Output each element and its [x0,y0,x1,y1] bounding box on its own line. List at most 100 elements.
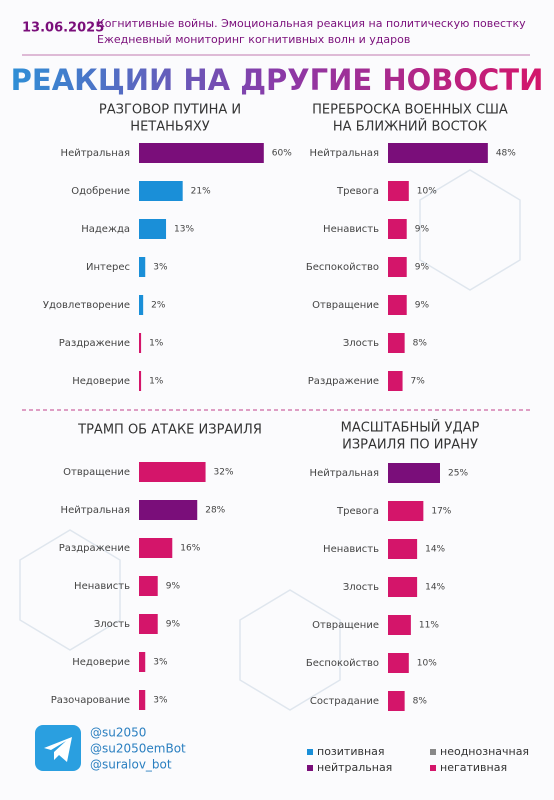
chart-title: ИЗРАИЛЯ ПО ИРАНУ [342,438,478,453]
value-label: 9% [166,620,181,630]
legend-swatch [430,765,436,771]
category-label: Раздражение [308,376,379,387]
legend-swatch [307,765,313,771]
value-label: 14% [425,583,445,593]
handle: @suralov_bot [90,758,172,772]
chart-title: ПЕРЕБРОСКА ВОЕННЫХ США [312,103,508,118]
category-label: Ненависть [323,224,379,235]
legend-label: негативная [440,761,507,774]
category-label: Злость [94,619,130,630]
bar [139,614,158,634]
bar [388,501,424,521]
bar [139,462,206,482]
bar [139,143,264,163]
value-label: 32% [214,468,234,478]
value-label: 1% [149,339,164,349]
value-label: 21% [191,187,211,197]
bar [388,333,405,353]
value-label: 1% [149,377,164,387]
handle: @su2050 [90,726,146,740]
value-label: 25% [448,469,468,479]
chart-title: МАСШТАБНЫЙ УДАР [341,420,480,436]
bar [388,577,418,597]
value-label: 3% [153,696,168,706]
category-label: Удовлетворение [43,300,130,311]
main-title: РЕАКЦИИ НА ДРУГИЕ НОВОСТИ [11,63,544,97]
chart-title: ТРАМП ОБ АТАКЕ ИЗРАИЛЯ [77,423,262,438]
category-label: Раздражение [59,338,130,349]
bar [388,371,403,391]
value-label: 60% [272,149,292,159]
bar [388,463,440,483]
chart-title: НА БЛИЖНИЙ ВОСТОК [333,119,487,135]
value-label: 17% [431,507,451,517]
category-label: Недоверие [72,376,130,387]
subtitle: Когнитивные войны. Эмоциональная реакция… [97,17,526,30]
bar [139,333,142,353]
bar [139,538,173,558]
bar [139,257,146,277]
bar [139,690,146,710]
bar [388,181,409,201]
bar [139,219,167,239]
bar [139,295,144,315]
value-label: 2% [151,301,166,311]
category-label: Нейтральная [310,468,379,479]
value-label: 7% [411,377,426,387]
category-label: Разочарование [51,695,130,706]
date: 13.06.2025 [22,21,104,36]
value-label: 3% [153,658,168,668]
category-label: Беспокойство [306,262,379,273]
telegram-plane [44,737,72,762]
bar [139,500,198,520]
subtitle: Ежедневный мониторинг когнитивных волн и… [97,33,410,46]
chart-title: НЕТАНЬЯХУ [130,120,209,135]
category-label: Тревога [336,186,379,197]
telegram-icon [35,725,81,771]
value-label: 9% [415,263,430,273]
value-label: 10% [417,187,437,197]
category-label: Злость [343,582,379,593]
value-label: 28% [205,506,225,516]
value-label: 16% [180,544,200,554]
chart-title: РАЗГОВОР ПУТИНА И [99,103,241,118]
category-label: Тревога [336,506,379,517]
bar [388,219,407,239]
bar [139,652,146,672]
value-label: 14% [425,545,445,555]
category-label: Отвращение [63,467,130,478]
value-label: 9% [415,301,430,311]
value-label: 11% [419,621,439,631]
category-label: Отвращение [312,300,379,311]
value-label: 10% [417,659,437,669]
category-label: Надежда [81,224,130,235]
bar [139,371,142,391]
category-label: Нейтральная [61,505,130,516]
bar [388,539,418,559]
category-label: Сострадание [310,696,379,707]
value-label: 8% [413,697,428,707]
legend-swatch [307,749,313,755]
category-label: Одобрение [71,186,130,197]
bar [388,143,488,163]
category-label: Интерес [86,262,130,273]
legend-swatch [430,749,436,755]
legend-label: позитивная [317,745,385,758]
legend-label: нейтральная [317,761,392,774]
category-label: Раздражение [59,543,130,554]
bar [139,181,183,201]
bar [139,576,158,596]
handle: @su2050emBot [90,742,186,756]
bar [388,615,411,635]
value-label: 8% [413,339,428,349]
category-label: Нейтральная [61,148,130,159]
bar [388,691,405,711]
bar [388,295,407,315]
category-label: Недоверие [72,657,130,668]
value-label: 3% [153,263,168,273]
bar [388,653,409,673]
category-label: Ненависть [323,544,379,555]
